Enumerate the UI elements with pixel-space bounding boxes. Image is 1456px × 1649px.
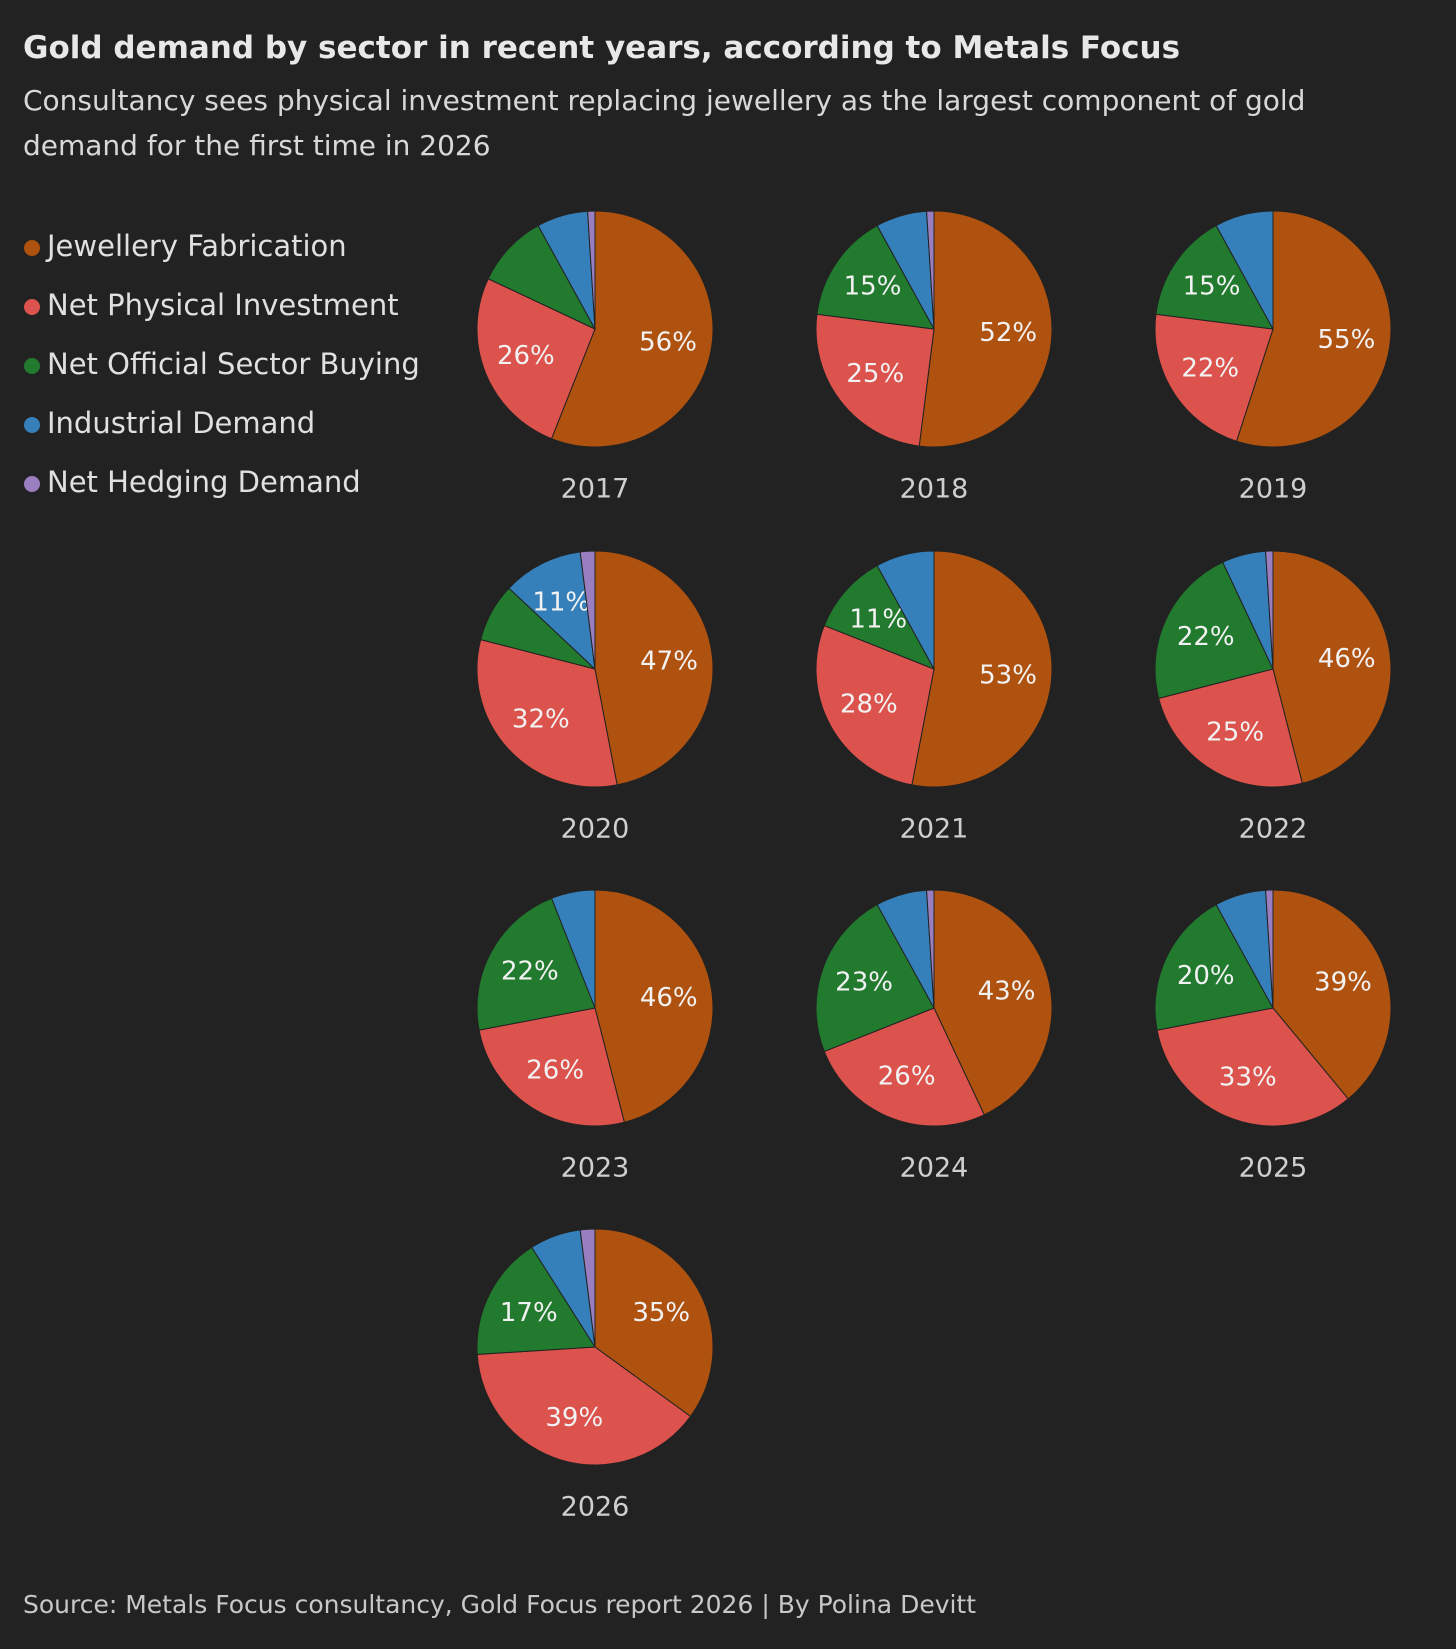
slice-label: 46% [640,983,698,1013]
pie-slice [1235,210,1392,448]
pie-slice [550,210,714,448]
slice-label: 39% [545,1403,603,1433]
legend-swatch [24,358,40,374]
pie-slice [476,1246,596,1355]
legend-label: Jewellery Fabrication [45,229,347,263]
slice-label: 47% [640,647,698,677]
slice-label: 35% [632,1298,690,1328]
slice-label: 32% [512,704,570,734]
slice-label: 26% [497,341,555,371]
pie-title: 2018 [900,474,969,505]
pie-slice [1154,903,1274,1031]
pie-slice [918,210,1053,448]
pie-title: 2023 [561,1153,630,1184]
slice-label: 33% [1219,1062,1277,1092]
pie-slice [926,210,935,330]
pie-title: 2017 [561,474,630,505]
legend-label: Industrial Demand [47,406,315,440]
pie-slice [926,889,935,1009]
pie-slice [823,1007,985,1127]
slice-label: 22% [1181,353,1239,383]
legend-label: Net Physical Investment [47,288,399,322]
pie-slice [1265,889,1274,1009]
pie-title: 2021 [900,814,969,845]
pie-title: 2019 [1239,474,1308,505]
legend-label: Net Official Sector Buying [47,347,420,381]
legend-swatch [24,476,40,492]
pie-slice [911,550,1053,788]
pie-slice [594,550,714,786]
pie-slice [478,1007,625,1127]
slice-label: 53% [979,660,1037,690]
slice-label: 26% [526,1055,584,1085]
legend-swatch [24,417,40,433]
pie-slice [594,889,714,1123]
pie-slice [933,889,1053,1116]
source-note: Source: Metals Focus consultancy, Gold F… [23,1590,977,1619]
slice-label: 43% [978,976,1036,1006]
slice-label: 17% [500,1298,558,1328]
pie-slice [815,313,935,447]
pie-slice [587,210,596,330]
pie-title: 2020 [561,814,630,845]
pie-slice [1158,668,1303,788]
chart-title: Gold demand by sector in recent years, a… [23,30,1181,66]
pie-slice [1265,550,1274,670]
slice-label: 39% [1314,967,1372,997]
pie-title: 2025 [1239,1153,1308,1184]
legend-label: Net Hedging Demand [47,465,361,499]
chart: Jewellery Fabrication Net Physical Invest… [24,210,1392,1523]
pie-title: 2026 [561,1492,630,1523]
slice-label: 11% [849,604,907,634]
pie-slice [476,639,618,788]
pie-slice [1272,889,1392,1100]
pie-slice [594,1228,714,1418]
chart-subtitle: Consultancy sees physical investment rep… [23,84,1306,162]
pie-slice [1154,561,1274,699]
pie-title: 2024 [900,1153,969,1184]
slice-label: 23% [835,967,893,997]
pie-slice [476,1346,692,1466]
legend-swatch [24,240,40,256]
slice-label: 46% [1318,644,1376,674]
pie-slice [1154,313,1274,442]
slice-label: 22% [501,957,559,987]
pie-slice [815,903,935,1053]
slice-label: 15% [1183,272,1241,302]
slice-label: 26% [878,1062,936,1092]
pie-slice [579,1228,596,1348]
slice-label: 25% [846,359,904,389]
slice-label: 56% [639,327,697,357]
pie-slice [816,224,935,330]
pie-slice [508,551,596,671]
slice-label: 15% [844,272,902,302]
pie-slice [579,550,596,670]
slice-label: 28% [840,689,898,719]
slice-label: 55% [1318,325,1376,355]
pie-slice [1272,550,1392,784]
pie-slice [476,278,596,440]
slice-label: 52% [979,318,1037,348]
pie-slice [823,564,936,670]
slice-label: 25% [1206,717,1264,747]
pie-slice [1155,224,1274,330]
pie-slice [1156,1007,1349,1127]
pie-slice [487,224,597,331]
slice-label: 11% [532,587,590,617]
legend-swatch [24,299,40,315]
pie-slice [476,897,596,1031]
pie-title: 2022 [1239,814,1308,845]
slice-label: 22% [1177,622,1235,652]
slice-label: 20% [1177,961,1235,991]
pie-slice [815,624,935,786]
